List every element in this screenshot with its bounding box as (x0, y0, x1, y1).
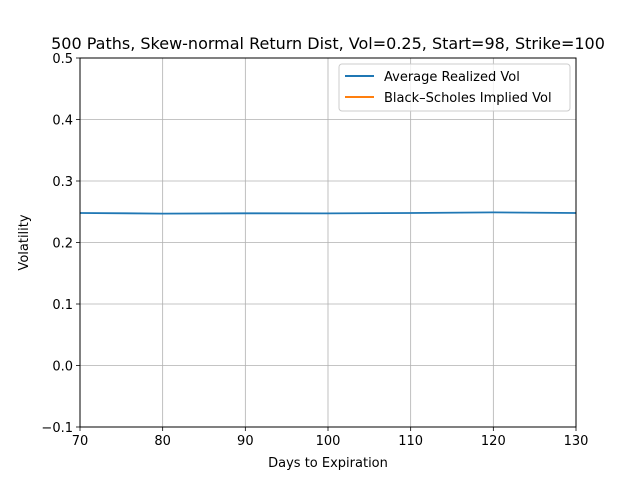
series-line-0 (79, 211, 577, 215)
y-tick-label: 0.1 (52, 298, 73, 313)
legend: Average Realized Vol Black–Scholes Impli… (338, 63, 571, 112)
x-tick-label: 120 (481, 434, 506, 449)
y-axis-ticks: −0.1 0.0 0.1 0.2 0.3 0.4 0.5 (41, 52, 80, 436)
y-axis-label: Volatility (17, 214, 32, 270)
x-tick-label: 80 (154, 434, 171, 449)
legend-label-black-scholes-implied-vol: Black–Scholes Implied Vol (384, 91, 552, 106)
x-tick-label: 110 (398, 434, 423, 449)
chart-title: 500 Paths, Skew-normal Return Dist, Vol=… (51, 34, 605, 53)
series-lines (79, 211, 577, 215)
y-tick-label: 0.2 (52, 237, 73, 252)
legend-box (338, 63, 571, 112)
x-axis-ticks: 70 80 90 100 110 120 130 (72, 427, 589, 449)
x-axis-label: Days to Expiration (268, 456, 388, 471)
x-tick-label: 70 (72, 434, 89, 449)
x-tick-label: 130 (564, 434, 589, 449)
x-tick-label: 90 (237, 434, 254, 449)
y-tick-label: 0.4 (52, 114, 73, 129)
legend-label-average-realized-vol: Average Realized Vol (384, 70, 520, 85)
x-tick-label: 100 (316, 434, 341, 449)
y-tick-label: 0.0 (52, 360, 73, 375)
y-tick-label: −0.1 (41, 421, 73, 436)
y-tick-label: 0.3 (52, 175, 73, 190)
y-tick-label: 0.5 (52, 52, 73, 67)
